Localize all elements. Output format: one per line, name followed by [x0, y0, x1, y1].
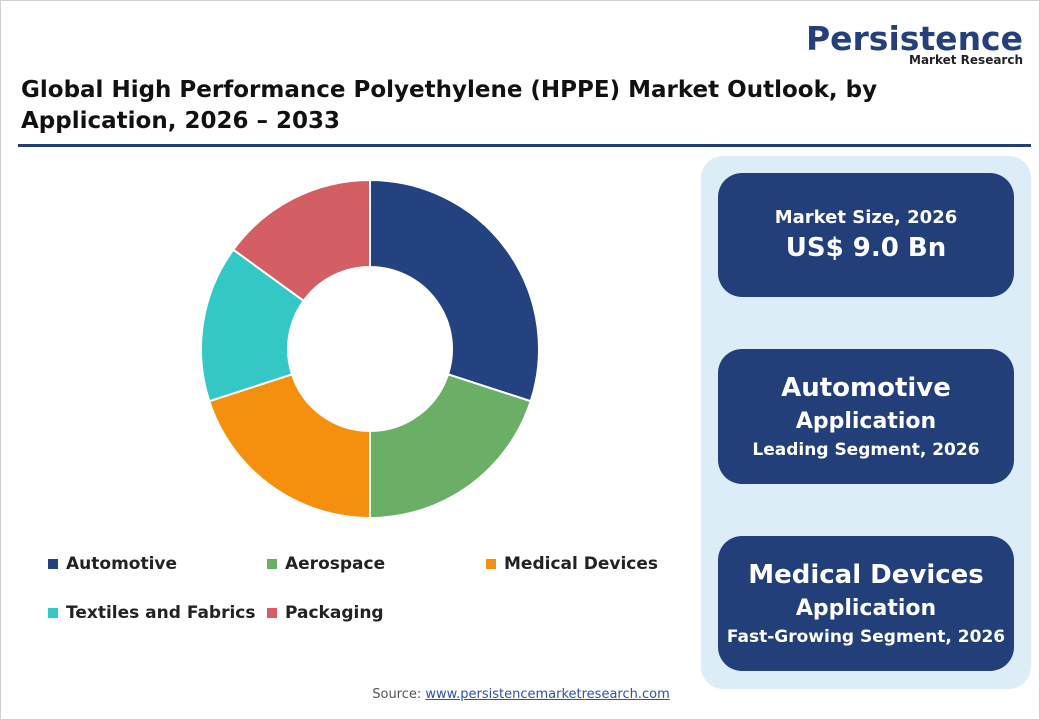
chart	[200, 178, 540, 520]
legend-swatch	[267, 608, 277, 618]
legend-item: Textiles and Fabrics	[48, 603, 256, 623]
donut-slice	[369, 373, 532, 520]
source-label: Source:	[372, 687, 422, 702]
legend-swatch	[267, 559, 277, 569]
legend-label: Packaging	[285, 603, 384, 623]
legend-item: Packaging	[267, 603, 384, 623]
legend-label: Textiles and Fabrics	[66, 603, 256, 623]
legend-swatch	[48, 559, 58, 569]
card-text: Medical Devices	[748, 559, 984, 590]
logo: Persistence	[805, 19, 1023, 58]
card-text: Application	[795, 408, 937, 434]
chart-title: Global High Performance Polyethylene (HP…	[21, 77, 878, 134]
card-text: Automotive	[781, 372, 951, 403]
card-text: US$ 9.0 Bn	[785, 233, 947, 263]
logo-subtitle: Market Research	[909, 53, 1023, 67]
card-text: Fast-Growing Segment, 2026	[726, 626, 1006, 647]
card-text: Leading Segment, 2026	[752, 439, 980, 460]
legend-label: Aerospace	[285, 554, 386, 574]
legend-item: Aerospace	[267, 554, 385, 574]
title-rule	[18, 144, 1031, 147]
legend-swatch	[48, 608, 58, 618]
summary-card: Medical Devices Application Fast-Growing S…	[718, 536, 1014, 671]
summary-card: Market Size, 2026 US$ 9.0 Bn	[718, 173, 1014, 297]
card-text: Market Size, 2026	[774, 207, 958, 228]
legend-label: Automotive	[66, 554, 178, 574]
card-text: Application	[795, 595, 937, 621]
donut-slice	[369, 178, 540, 403]
summary-card: Automotive Application Leading Segment, 20…	[718, 349, 1014, 484]
legend-item: Medical Devices	[486, 554, 658, 574]
donut-slice	[231, 178, 371, 303]
source: Source: www.persistencemarketresearch.co…	[1, 687, 1039, 702]
legend-item: Automotive	[48, 554, 177, 574]
legend-label: Medical Devices	[504, 554, 659, 574]
source-link[interactable]: www.persistencemarketresearch.com	[425, 687, 670, 702]
donut-slice	[208, 373, 371, 520]
legend-swatch	[486, 559, 496, 569]
